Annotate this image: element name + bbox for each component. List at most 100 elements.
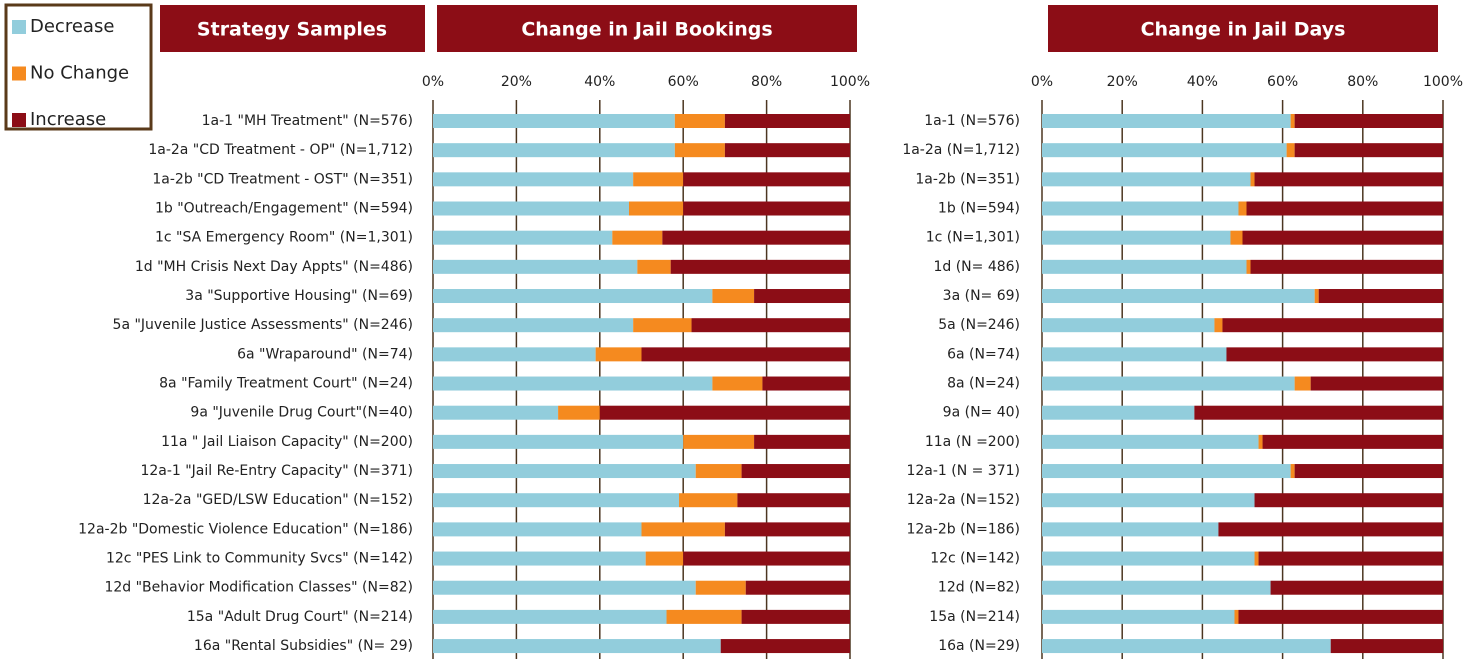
y-tick-label: 1d "MH Crisis Next Day Appts" (N=486) [135,259,413,275]
bar-segment [1042,493,1255,508]
bar-segment [666,609,742,624]
bar-segment [712,376,763,391]
y-tick-label: 1d (N= 486) [933,259,1020,275]
bar-segment [1294,143,1443,158]
bar-segment [433,522,642,537]
legend-box [4,3,153,131]
bar-segment [674,114,725,128]
bar-segment [558,405,600,420]
y-tick-label: 1c "SA Emergency Room" (N=1,301) [155,230,413,246]
x-tick-label: 60% [1267,74,1298,90]
chart-title: Change in Jail Days [1141,19,1346,41]
bar-segment [695,580,746,595]
bar-segment [433,143,675,158]
bar-segment [1042,434,1259,449]
bar-segment [633,318,692,333]
bar-segment [1254,493,1443,508]
title-box [437,5,857,52]
bar-segment [1042,318,1215,333]
bar-segment [433,347,596,362]
bar-segment [712,289,755,304]
bar-segment [1042,464,1291,479]
bar-segment [1042,143,1287,158]
x-tick-label: 20% [1107,74,1138,90]
legend-label: Increase [30,109,106,130]
bar-segment [1294,376,1311,391]
y-tick-label: 15a "Adult Drug Court" (N=214) [187,609,413,625]
bar-segment [1310,376,1443,391]
bar-segment [1250,172,1255,187]
bar-segment [1042,609,1235,624]
bar-segment [1042,522,1219,537]
bar-segment [1290,114,1295,128]
bar-segment [691,318,850,333]
bar-segment [1246,259,1251,274]
x-tick-label: 60% [668,74,699,90]
y-tick-label: 12c "PES Link to Community Svcs" (N=142) [106,551,413,567]
bar-segment [637,259,671,274]
y-tick-label: 1a-2a "CD Treatment - OP" (N=1,712) [148,142,413,158]
y-tick-label: 9a (N= 40) [943,405,1020,421]
x-tick-label: 20% [501,74,532,90]
bar-segment [674,143,725,158]
bar-segment [612,230,663,245]
bar-segment [433,405,559,420]
bar-segment [1214,318,1223,333]
bar-segment [433,639,721,654]
bar-segment [433,464,696,479]
bar-segment [1294,464,1443,479]
bar-segment [628,201,684,216]
bar-segment [1290,464,1295,479]
bar-segment [683,434,755,449]
bar-segment [1042,639,1331,654]
x-tick-label: 0% [422,74,444,90]
bar-segment [754,434,850,449]
bar-segment [433,230,613,245]
bar-segment [1194,405,1443,420]
bar-segment [1318,289,1443,304]
x-tick-label: 100% [1423,74,1463,90]
y-tick-label: 6a "Wraparound" (N=74) [237,346,413,362]
y-tick-label: 5a (N=246) [938,317,1020,333]
y-tick-label: 1b (N=594) [938,201,1020,217]
bar-segment [683,551,850,566]
bar-segment [1254,551,1259,566]
bar-segment [720,639,850,654]
bar-segment [1042,114,1291,128]
bar-segment [433,201,629,216]
bar-segment [724,114,850,128]
bar-segment [641,347,850,362]
bar-segment [1042,580,1271,595]
legend-label: No Change [30,63,129,84]
y-tick-label: 11a " Jail Liaison Capacity" (N=200) [161,434,413,450]
bar-segment [683,201,850,216]
bar-segment [1042,172,1251,187]
y-tick-label: 12a-2a "GED/LSW Education" (N=152) [143,492,413,508]
y-tick-label: 1a-2b (N=351) [915,171,1020,187]
bar-segment [599,405,850,420]
y-tick-label: 12a-1 (N = 371) [906,463,1020,479]
bar-segment [1042,405,1195,420]
y-tick-label: 12c (N=142) [930,551,1020,567]
bar-segment [1042,230,1231,245]
y-tick-label: 6a (N=74) [947,346,1020,362]
legend-swatch [12,66,26,81]
y-tick-label: 12d (N=82) [938,580,1020,596]
bar-segment [1314,289,1319,304]
bar-segment [670,259,850,274]
bar-segment [741,464,850,479]
header: Strategy Samples [197,19,387,41]
y-tick-label: 3a (N= 69) [943,288,1020,304]
bar-segment [433,318,634,333]
x-tick-label: 40% [1187,74,1218,90]
bar-segment [1218,522,1443,537]
bar-segment [1222,318,1443,333]
y-tick-label: 9a "Juvenile Drug Court"(N=40) [190,405,413,421]
y-tick-label: 5a "Juvenile Justice Assessments" (N=246… [113,317,413,333]
bar-segment [433,551,646,566]
bar-segment [724,522,850,537]
bar-segment [1238,609,1443,624]
bar-segment [1042,551,1255,566]
bar-segment [433,434,684,449]
